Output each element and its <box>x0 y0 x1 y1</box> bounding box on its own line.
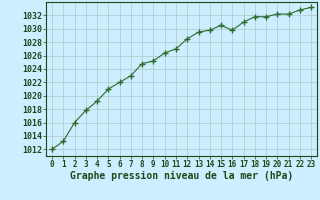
X-axis label: Graphe pression niveau de la mer (hPa): Graphe pression niveau de la mer (hPa) <box>70 171 293 181</box>
